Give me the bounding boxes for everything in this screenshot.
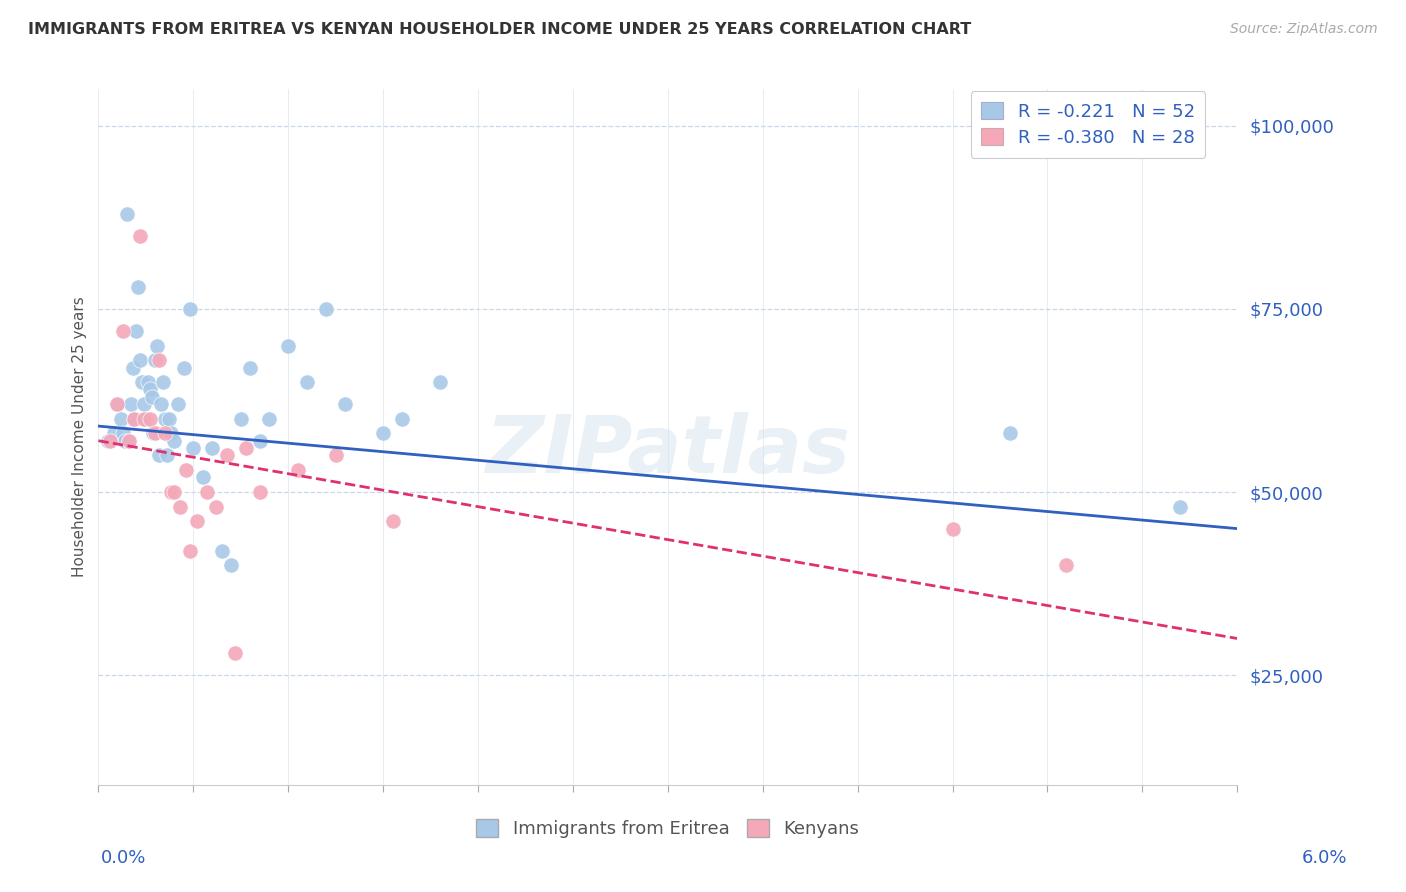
Point	[124, 411, 146, 425]
Point	[132, 411, 155, 425]
Point	[121, 360, 143, 375]
Point	[179, 543, 201, 558]
Point	[136, 375, 159, 389]
Point	[148, 353, 170, 368]
Point	[287, 463, 309, 477]
Point	[159, 485, 181, 500]
Point	[97, 434, 120, 448]
Point	[112, 426, 135, 441]
Point	[1170, 500, 1192, 514]
Point	[297, 375, 319, 389]
Point	[391, 411, 413, 425]
Point	[98, 434, 121, 448]
Point	[249, 434, 271, 448]
Point	[239, 360, 262, 375]
Point	[138, 383, 160, 397]
Point	[325, 449, 347, 463]
Point	[183, 441, 205, 455]
Point	[315, 301, 337, 316]
Point	[131, 375, 153, 389]
Point	[277, 338, 299, 352]
Point	[103, 426, 125, 441]
Point	[114, 434, 136, 448]
Point	[235, 441, 257, 455]
Point	[335, 397, 357, 411]
Point	[129, 353, 152, 368]
Point	[107, 397, 129, 411]
Point	[163, 485, 186, 500]
Point	[159, 426, 181, 441]
Point	[173, 360, 195, 375]
Point	[195, 485, 218, 500]
Point	[145, 353, 166, 368]
Point	[120, 397, 142, 411]
Point	[249, 485, 271, 500]
Point	[186, 514, 208, 528]
Point	[142, 426, 165, 441]
Point	[135, 411, 157, 425]
Point	[201, 441, 224, 455]
Text: 0.0%: 0.0%	[101, 849, 146, 867]
Point	[124, 411, 146, 425]
Point	[205, 500, 228, 514]
Point	[217, 449, 239, 463]
Point	[429, 375, 451, 389]
Point	[110, 411, 132, 425]
Point	[125, 324, 148, 338]
Point	[211, 543, 233, 558]
Point	[156, 449, 179, 463]
Point	[942, 522, 965, 536]
Point	[127, 280, 149, 294]
Point	[153, 411, 176, 425]
Point	[229, 411, 252, 425]
Point	[381, 514, 404, 528]
Point	[174, 463, 197, 477]
Point	[146, 338, 169, 352]
Point	[163, 434, 186, 448]
Point	[145, 426, 166, 441]
Point	[112, 324, 135, 338]
Point	[107, 397, 129, 411]
Legend: Immigrants from Eritrea, Kenyans: Immigrants from Eritrea, Kenyans	[470, 813, 866, 846]
Y-axis label: Householder Income Under 25 years: Householder Income Under 25 years	[72, 297, 87, 577]
Point	[998, 426, 1021, 441]
Point	[219, 558, 243, 573]
Point	[169, 500, 191, 514]
Point	[152, 375, 174, 389]
Point	[191, 470, 214, 484]
Point	[224, 646, 246, 660]
Point	[157, 411, 180, 425]
Point	[132, 397, 155, 411]
Point	[148, 449, 170, 463]
Point	[371, 426, 394, 441]
Point	[141, 390, 163, 404]
Point	[138, 411, 160, 425]
Point	[153, 426, 176, 441]
Point	[167, 397, 190, 411]
Text: 6.0%: 6.0%	[1302, 849, 1347, 867]
Point	[1054, 558, 1078, 573]
Point	[118, 434, 141, 448]
Point	[115, 207, 138, 221]
Point	[118, 434, 141, 448]
Point	[129, 228, 152, 243]
Point	[150, 397, 173, 411]
Text: ZIPatlas: ZIPatlas	[485, 412, 851, 490]
Text: IMMIGRANTS FROM ERITREA VS KENYAN HOUSEHOLDER INCOME UNDER 25 YEARS CORRELATION : IMMIGRANTS FROM ERITREA VS KENYAN HOUSEH…	[28, 22, 972, 37]
Point	[259, 411, 281, 425]
Point	[179, 301, 201, 316]
Text: Source: ZipAtlas.com: Source: ZipAtlas.com	[1230, 22, 1378, 37]
